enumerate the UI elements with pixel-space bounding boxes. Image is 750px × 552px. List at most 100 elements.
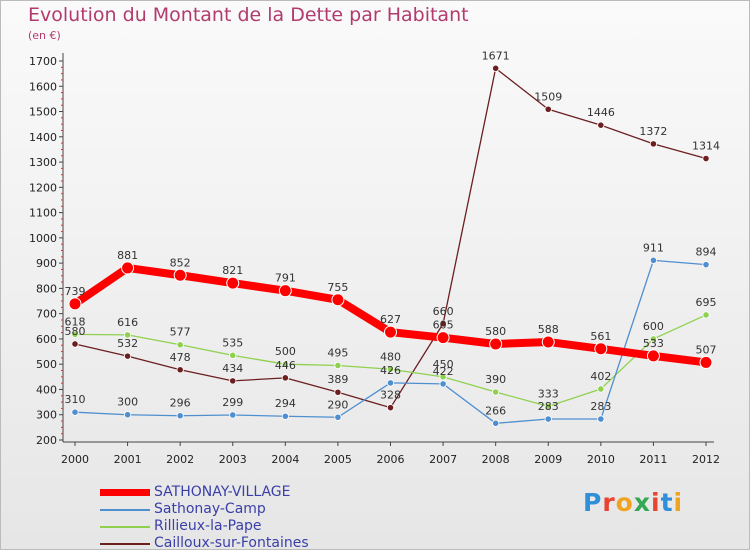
data-point: [544, 415, 552, 423]
data-label: 266: [485, 404, 506, 417]
data-point: [702, 154, 710, 163]
chart-subtitle: (en €): [28, 29, 61, 42]
data-point: [334, 388, 342, 396]
x-tick-label: 2012: [692, 453, 720, 466]
legend-label: Sathonay-Camp: [154, 501, 266, 517]
x-tick-label: 2003: [219, 453, 247, 466]
data-point: [544, 105, 552, 113]
legend-item-sathonay-village[interactable]: SATHONAY-VILLAGE: [100, 484, 360, 501]
x-tick-label: 2008: [482, 453, 510, 466]
data-point: [229, 411, 237, 419]
data-label: 390: [485, 373, 506, 386]
data-point: [176, 412, 184, 420]
y-tick-label: 1200: [29, 181, 57, 194]
y-minor-tick: [61, 180, 63, 182]
data-label: 402: [590, 370, 611, 383]
data-point: [439, 320, 447, 328]
y-minor-tick: [61, 224, 63, 226]
y-tick-label: 1400: [29, 131, 57, 144]
data-label: 389: [327, 373, 348, 386]
data-point: [123, 352, 132, 360]
legend-item-sathonay-camp[interactable]: Sathonay-Camp: [100, 501, 360, 518]
data-label: 426: [380, 364, 401, 377]
data-label: 328: [380, 389, 401, 402]
y-minor-tick: [61, 117, 63, 119]
y-minor-tick: [61, 199, 63, 201]
data-point: [439, 373, 447, 381]
data-label: 299: [222, 396, 243, 409]
y-minor-tick: [61, 142, 63, 144]
data-label: 434: [222, 362, 243, 375]
y-tick-label: 500: [36, 358, 57, 371]
y-minor-tick: [61, 79, 63, 81]
data-point: [68, 297, 82, 311]
y-minor-tick: [61, 332, 63, 334]
data-label: 1446: [587, 106, 615, 119]
y-minor-tick: [61, 167, 63, 169]
data-label: 1372: [639, 125, 667, 138]
data-point: [594, 342, 608, 356]
data-label: 478: [170, 351, 191, 364]
y-minor-tick: [61, 382, 63, 384]
data-label: 605: [433, 319, 454, 332]
data-label: 755: [327, 281, 348, 294]
data-label: 500: [275, 345, 296, 358]
y-minor-tick: [61, 294, 63, 296]
y-tick-label: 700: [36, 308, 57, 321]
y-minor-tick: [61, 148, 63, 150]
y-tick-label: 900: [36, 257, 57, 270]
data-point: [702, 311, 710, 319]
legend-swatch: [100, 489, 150, 496]
y-minor-tick: [61, 193, 63, 195]
data-label: 333: [538, 387, 559, 400]
y-minor-tick: [61, 306, 63, 308]
y-minor-tick: [61, 66, 63, 68]
data-point: [699, 355, 713, 369]
y-minor-tick: [61, 325, 63, 327]
data-label: 1671: [482, 49, 510, 62]
data-point: [439, 380, 447, 388]
data-point: [123, 331, 132, 339]
y-minor-tick: [61, 433, 63, 435]
y-minor-tick: [61, 218, 63, 220]
x-tick-label: 2007: [429, 453, 457, 466]
data-label: 495: [327, 346, 348, 359]
x-tick-label: 2000: [61, 453, 89, 466]
y-tick-label: 400: [36, 383, 57, 396]
y-minor-tick: [61, 155, 63, 157]
y-minor-tick: [61, 344, 63, 346]
data-label: 535: [222, 336, 243, 349]
y-tick-label: 1100: [29, 207, 57, 220]
y-minor-tick: [61, 376, 63, 378]
data-label: 588: [538, 323, 559, 336]
data-label: 791: [275, 272, 296, 285]
y-tick-label: 1700: [29, 55, 57, 68]
data-point: [489, 337, 503, 351]
data-label: 561: [590, 330, 611, 343]
legend-swatch: [100, 543, 150, 545]
data-point: [71, 408, 79, 416]
y-minor-tick: [61, 401, 63, 403]
data-point: [229, 377, 237, 385]
data-point: [384, 325, 397, 339]
x-tick-label: 2011: [639, 453, 667, 466]
data-label: 1314: [692, 140, 720, 153]
data-label: 852: [170, 256, 191, 269]
data-point: [597, 121, 605, 129]
data-label: 580: [65, 325, 86, 338]
data-point: [226, 276, 240, 290]
data-point: [278, 284, 292, 298]
line-chart: 200 300 400 500 600 700 800 900 1000 1100 1200 1300…: [29, 49, 720, 466]
y-minor-tick: [61, 231, 63, 233]
chart-title: Evolution du Montant de la Dette par Hab…: [28, 4, 469, 26]
legend-swatch: [100, 526, 150, 528]
data-label: 695: [696, 296, 717, 309]
legend-item-rillieux-la-pape[interactable]: Rillieux-la-Pape: [100, 518, 360, 535]
y-minor-tick: [61, 268, 63, 270]
legend-item-cailloux-sur-fontaines[interactable]: Cailloux-sur-Fontaines: [100, 535, 360, 552]
data-point: [71, 340, 79, 348]
data-point: [492, 419, 500, 427]
y-tick-label: 300: [36, 409, 57, 422]
data-point: [121, 261, 135, 275]
